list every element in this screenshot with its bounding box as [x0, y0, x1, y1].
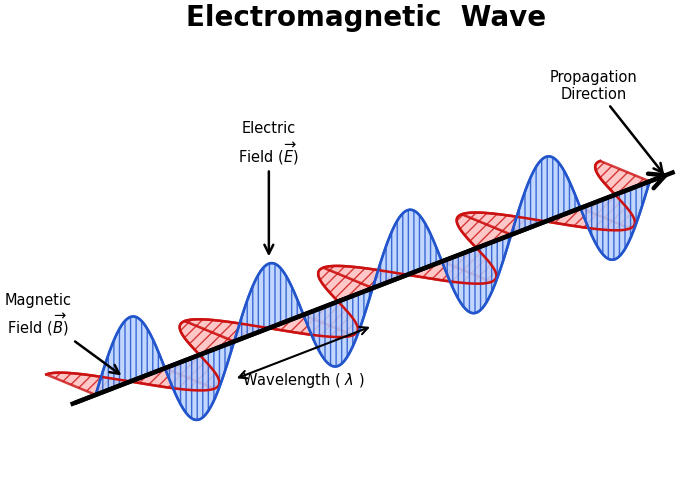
Polygon shape [512, 157, 581, 235]
Polygon shape [165, 341, 234, 420]
Text: Electric
Field $\overrightarrow{(E)}$: Electric Field $\overrightarrow{(E)}$ [239, 121, 300, 254]
Polygon shape [304, 268, 373, 336]
Polygon shape [96, 317, 165, 395]
Text: Magnetic
Field $\overrightarrow{(B)}$: Magnetic Field $\overrightarrow{(B)}$ [4, 292, 119, 374]
Polygon shape [234, 264, 304, 342]
Polygon shape [442, 234, 512, 313]
Polygon shape [165, 321, 234, 389]
Title: Electromagnetic  Wave: Electromagnetic Wave [186, 4, 546, 32]
Polygon shape [442, 215, 512, 282]
Polygon shape [462, 208, 631, 235]
Polygon shape [581, 162, 650, 229]
Polygon shape [304, 287, 373, 367]
Polygon shape [373, 210, 442, 288]
Polygon shape [185, 315, 354, 342]
Polygon shape [581, 182, 650, 260]
Text: Propagation
Direction: Propagation Direction [550, 70, 662, 173]
Polygon shape [46, 368, 215, 395]
Polygon shape [323, 262, 492, 288]
Text: Wavelength ( $\lambda$ ): Wavelength ( $\lambda$ ) [242, 371, 365, 389]
